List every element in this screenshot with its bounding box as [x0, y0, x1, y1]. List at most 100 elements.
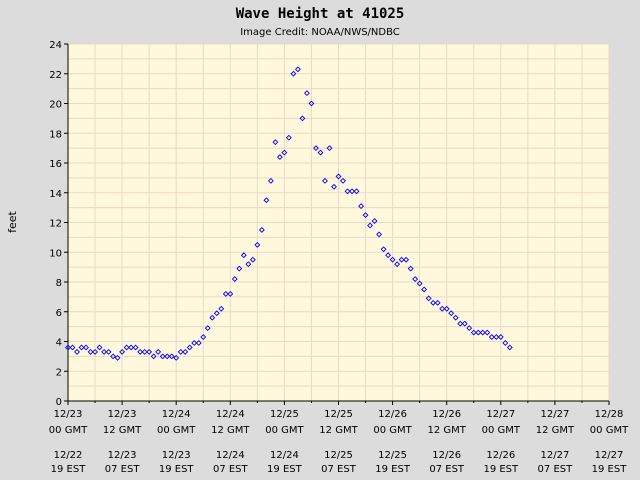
data-point [313, 145, 319, 152]
data-point [222, 290, 229, 297]
x-tick-label-est-date: 12/24 [270, 450, 299, 461]
data-point [249, 256, 256, 263]
y-tick-label: 4 [56, 338, 62, 349]
data-point [218, 305, 225, 312]
x-tick-label-est-date: 12/26 [486, 450, 515, 461]
x-tick-label-gmt-time: 00 GMT [590, 425, 629, 436]
x-tick-label-est-time: 19 EST [483, 464, 519, 475]
data-point [416, 280, 423, 287]
data-point [227, 290, 234, 297]
data-point [137, 348, 144, 355]
y-tick-label: 6 [56, 308, 62, 319]
x-tick-label-est-time: 19 EST [375, 464, 411, 475]
data-point [83, 344, 89, 351]
x-tick-label-est-date: 12/23 [162, 450, 191, 461]
data-point [254, 241, 261, 248]
data-point [128, 344, 135, 351]
data-point [506, 344, 513, 351]
x-tick-label-gmt-time: 12 GMT [103, 425, 142, 436]
x-tick-label-gmt-date: 12/26 [432, 409, 461, 420]
data-point [209, 314, 216, 321]
x-tick-label-est-date: 12/23 [108, 450, 137, 461]
data-point [452, 314, 459, 321]
data-point [150, 353, 157, 360]
data-point [317, 149, 324, 156]
data-point [484, 329, 491, 336]
data-point [457, 320, 464, 327]
x-tick-label-gmt-time: 00 GMT [373, 425, 412, 436]
x-tick-label-est-time: 19 EST [592, 464, 628, 475]
x-tick-label-gmt-date: 12/24 [216, 409, 245, 420]
data-point [186, 344, 193, 351]
x-tick-label-est-date: 12/27 [595, 450, 624, 461]
y-tick-label: 16 [49, 159, 62, 170]
y-axis-label: feet [6, 210, 19, 232]
x-tick-label-gmt-date: 12/26 [378, 409, 407, 420]
data-point [394, 261, 401, 268]
y-tick-label: 14 [49, 189, 62, 200]
data-point [439, 305, 446, 312]
data-point [493, 334, 500, 340]
x-tick-label-est-time: 07 EST [429, 464, 465, 475]
y-tick-label: 20 [49, 100, 62, 111]
data-point [177, 348, 184, 355]
y-tick-label: 10 [49, 248, 62, 259]
data-point [159, 353, 166, 360]
data-point [421, 286, 428, 293]
data-point [204, 325, 211, 332]
data-point [362, 212, 369, 218]
data-point [231, 276, 238, 282]
data-point [448, 310, 455, 317]
data-point [371, 218, 378, 224]
data-point [353, 188, 360, 195]
x-tick-label-est-date: 12/25 [324, 450, 353, 461]
data-point [155, 348, 162, 355]
data-point [74, 348, 80, 355]
data-point [141, 348, 148, 355]
data-point [322, 177, 328, 184]
data-point [200, 334, 207, 340]
x-tick-label-gmt-date: 12/23 [54, 409, 83, 420]
data-point [105, 348, 112, 355]
x-tick-label-est-date: 12/26 [432, 450, 461, 461]
data-point [290, 70, 297, 77]
data-point [294, 66, 301, 73]
x-tick-label-gmt-time: 12 GMT [536, 425, 575, 436]
x-tick-label-gmt-date: 12/25 [324, 409, 353, 420]
data-point [285, 134, 292, 141]
data-point [173, 354, 180, 361]
data-point [304, 90, 310, 97]
data-point [466, 325, 473, 332]
data-point [123, 344, 130, 351]
data-point [213, 310, 220, 317]
x-tick-label-est-date: 12/22 [54, 450, 83, 461]
x-tick-label-gmt-time: 00 GMT [157, 425, 196, 436]
data-point [425, 295, 432, 302]
x-tick-label-gmt-time: 00 GMT [482, 425, 521, 436]
data-point [240, 252, 247, 259]
data-point [96, 344, 103, 351]
x-tick-label-gmt-date: 12/25 [270, 409, 299, 420]
y-tick-label: 22 [49, 70, 62, 81]
data-point [132, 344, 139, 351]
data-point [385, 252, 392, 259]
data-point [78, 344, 85, 351]
y-tick-label: 12 [49, 219, 62, 230]
y-tick-label: 24 [49, 40, 62, 51]
data-point [258, 227, 265, 233]
data-point [308, 100, 315, 107]
x-tick-label-est-time: 07 EST [321, 464, 357, 475]
y-tick-label: 18 [49, 129, 62, 140]
data-point [326, 145, 333, 152]
x-tick-label-gmt-date: 12/27 [540, 409, 569, 420]
x-tick-label-gmt-time: 00 GMT [49, 425, 88, 436]
data-point [380, 246, 387, 253]
data-point [195, 340, 202, 346]
data-point [470, 329, 477, 336]
data-point [502, 340, 509, 346]
data-point [146, 348, 153, 355]
x-tick-label-gmt-time: 12 GMT [319, 425, 358, 436]
data-point [69, 344, 76, 351]
y-tick-label: 2 [56, 367, 62, 378]
